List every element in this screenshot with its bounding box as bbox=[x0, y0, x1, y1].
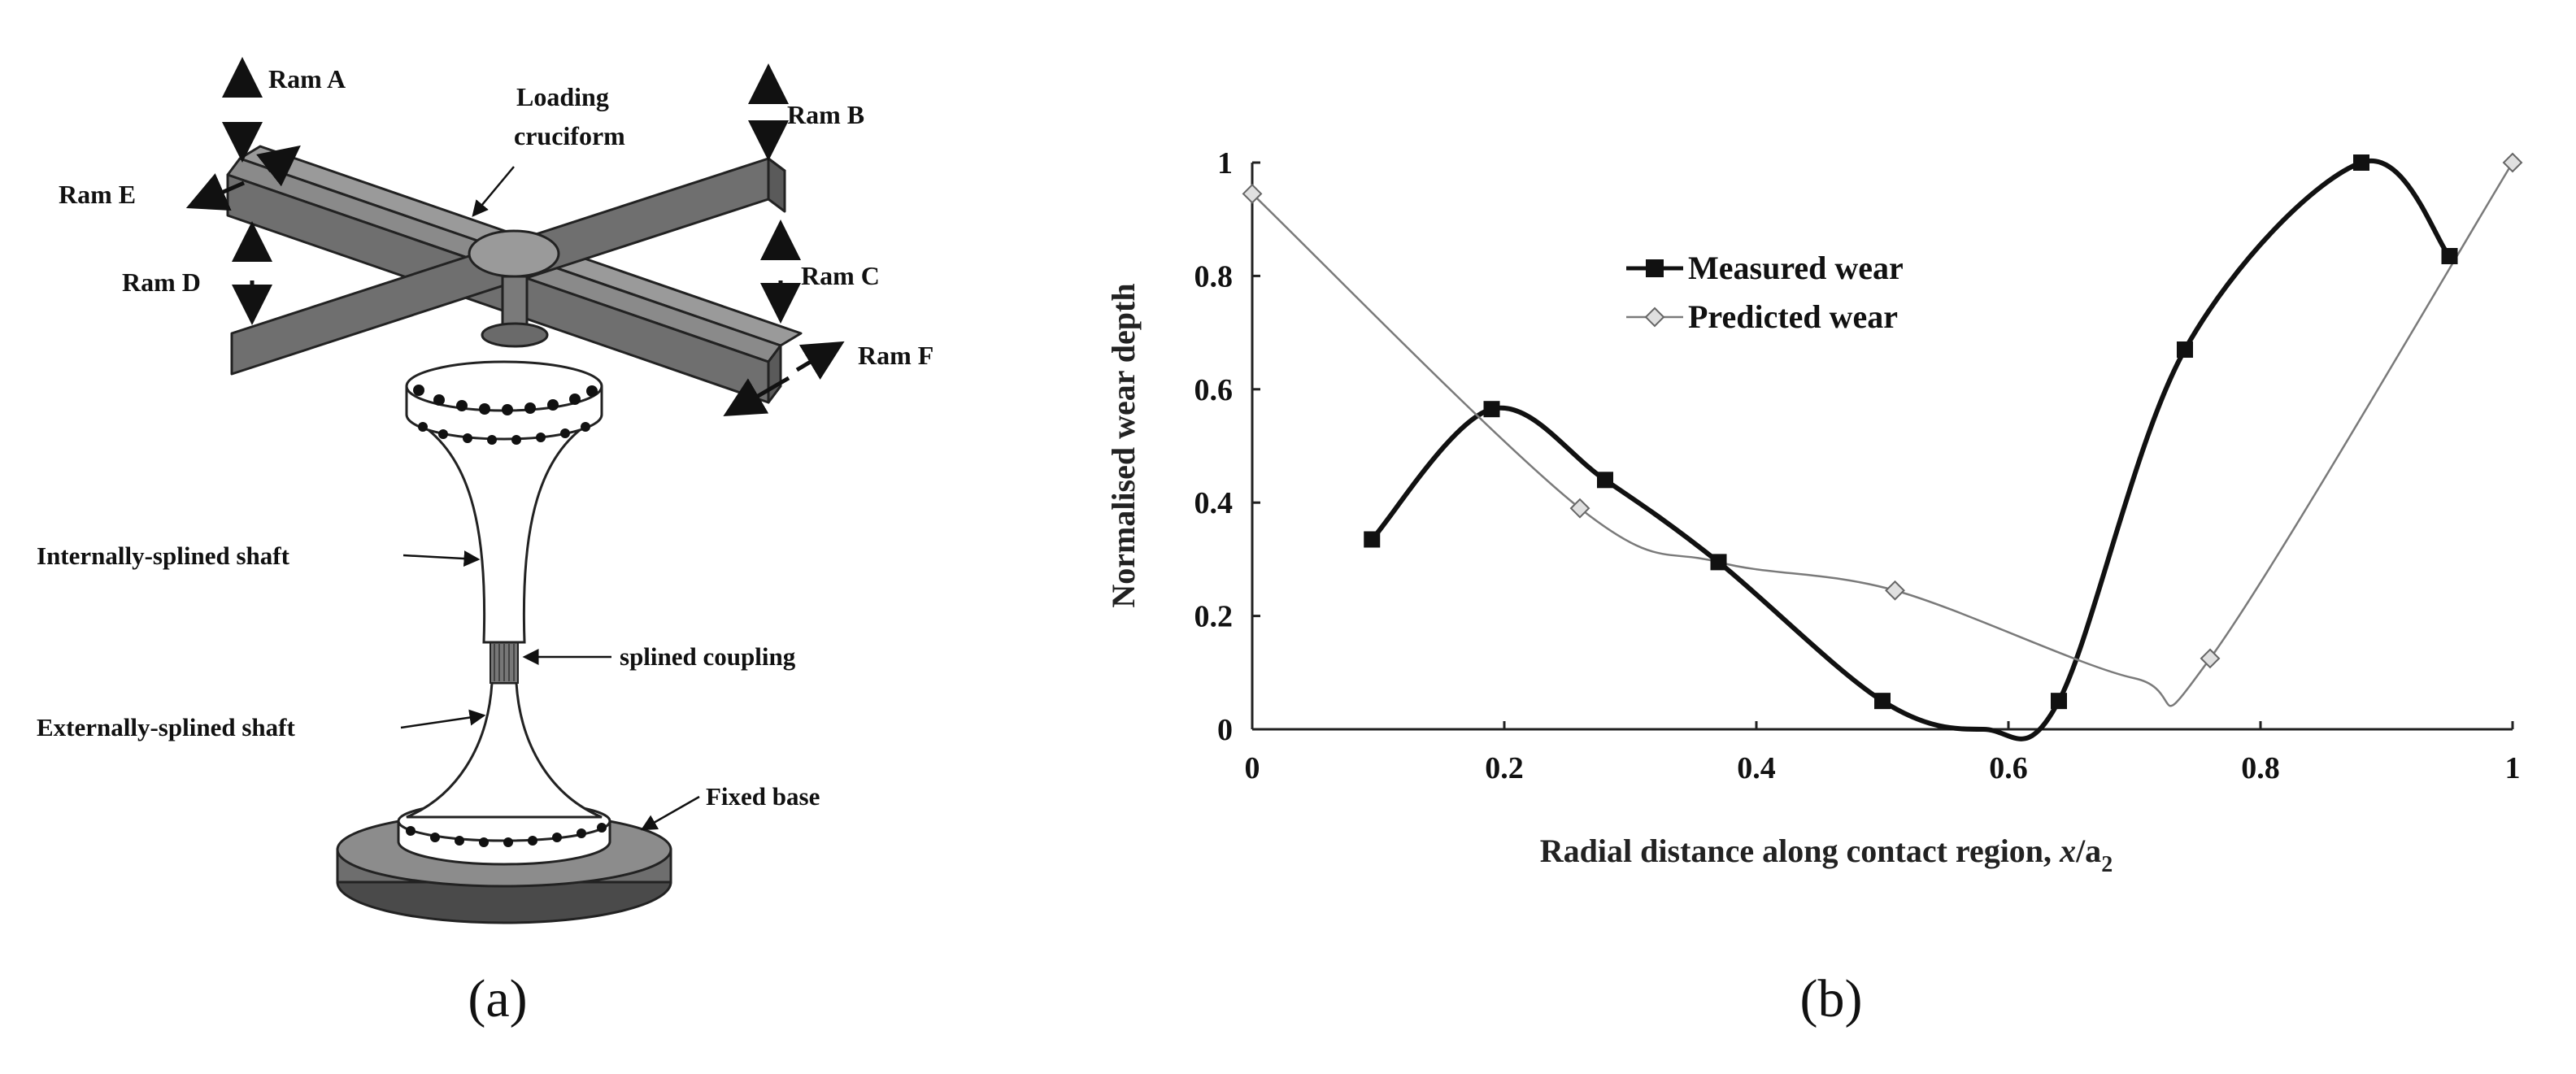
x-tick-label: 0 bbox=[1245, 751, 1260, 785]
y-ticks: 0 0.2 0.4 0.6 0.8 1 bbox=[1194, 146, 1260, 747]
label-ram-e: Ram E bbox=[59, 180, 136, 209]
label-ram-a: Ram A bbox=[268, 64, 346, 93]
data-point-measured-wear bbox=[2051, 693, 2067, 710]
label-internally-splined-shaft: Internally-splined shaft bbox=[37, 541, 290, 570]
label-ram-b: Ram B bbox=[787, 100, 864, 129]
data-point-predicted-wear bbox=[1242, 183, 1263, 204]
ram-arrows bbox=[185, 57, 845, 417]
data-point-measured-wear bbox=[1710, 554, 1727, 571]
label-loading-line2: cruciform bbox=[514, 121, 625, 150]
data-point-measured-wear bbox=[1364, 531, 1381, 548]
label-fixed-base: Fixed base bbox=[706, 782, 820, 811]
y-tick-label: 0 bbox=[1217, 713, 1233, 747]
data-point-predicted-wear bbox=[2200, 648, 2221, 669]
label-externally-splined-shaft: Externally-splined shaft bbox=[37, 713, 295, 741]
externally-splined-shaft bbox=[406, 681, 603, 819]
legend-label-measured: Measured wear bbox=[1688, 250, 1904, 286]
data-point-predicted-wear bbox=[1569, 498, 1590, 519]
label-loading-line1: Loading bbox=[516, 82, 609, 111]
data-point-measured-wear bbox=[1483, 401, 1500, 418]
internally-splined-shaft bbox=[415, 421, 594, 644]
x-tick-label: 1 bbox=[2505, 751, 2521, 785]
x-ticks: 0 0.2 0.4 0.6 0.8 1 bbox=[1245, 721, 2521, 785]
flange-bolt-ring bbox=[413, 385, 598, 445]
label-ram-d: Ram D bbox=[122, 267, 201, 297]
legend: Measured wear Predicted wear bbox=[1626, 250, 1904, 335]
legend-item-predicted: Predicted wear bbox=[1626, 298, 1898, 335]
test-rig-diagram: Ram A Ram B Ram C Ram D Ram E Ram F Load… bbox=[37, 57, 933, 1028]
data-point-measured-wear bbox=[2441, 248, 2458, 265]
leader-lines bbox=[400, 166, 700, 831]
plot-area: 0 0.2 0.4 0.6 0.8 1 0 0.2 0.4 0.6 0.8 1 bbox=[1194, 146, 2523, 785]
series-line-measured-wear bbox=[1370, 158, 2452, 741]
data-point-predicted-wear bbox=[2502, 152, 2523, 173]
wear-depth-chart: 0 0.2 0.4 0.6 0.8 1 0 0.2 0.4 0.6 0.8 1 Radial dis… bbox=[1105, 146, 2523, 1028]
data-point-measured-wear bbox=[2353, 154, 2369, 171]
x-tick-label: 0.6 bbox=[1989, 751, 2028, 785]
base-bolt-ring bbox=[406, 808, 607, 847]
x-axis-title: Radial distance along contact region, x/… bbox=[1540, 833, 2113, 877]
data-point-predicted-wear bbox=[1885, 580, 1905, 601]
loading-cruciform bbox=[226, 145, 803, 404]
fixed-base bbox=[336, 800, 672, 924]
x-tick-label: 0.4 bbox=[1737, 751, 1776, 785]
x-tick-label: 0.2 bbox=[1485, 751, 1524, 785]
legend-label-predicted: Predicted wear bbox=[1688, 298, 1898, 335]
y-tick-label: 0.4 bbox=[1194, 486, 1234, 520]
x-tick-label: 0.8 bbox=[2241, 751, 2280, 785]
panel-label-a: (a) bbox=[468, 969, 527, 1028]
label-splined-coupling: splined coupling bbox=[620, 642, 796, 671]
series-line-predicted-wear bbox=[1251, 162, 2514, 707]
data-point-measured-wear bbox=[2177, 341, 2193, 359]
series-layer bbox=[1242, 152, 2523, 741]
legend-item-measured: Measured wear bbox=[1626, 250, 1904, 286]
label-ram-c: Ram C bbox=[801, 261, 880, 290]
y-tick-label: 0.6 bbox=[1194, 373, 1234, 407]
panel-label-b: (b) bbox=[1800, 969, 1863, 1028]
y-tick-label: 1 bbox=[1217, 146, 1233, 180]
y-tick-label: 0.2 bbox=[1194, 600, 1234, 634]
y-tick-label: 0.8 bbox=[1194, 259, 1234, 294]
label-ram-f: Ram F bbox=[858, 341, 933, 370]
data-point-measured-wear bbox=[1597, 472, 1613, 489]
data-point-measured-wear bbox=[1874, 693, 1891, 710]
y-axis-title: Normalised wear depth bbox=[1105, 283, 1142, 607]
